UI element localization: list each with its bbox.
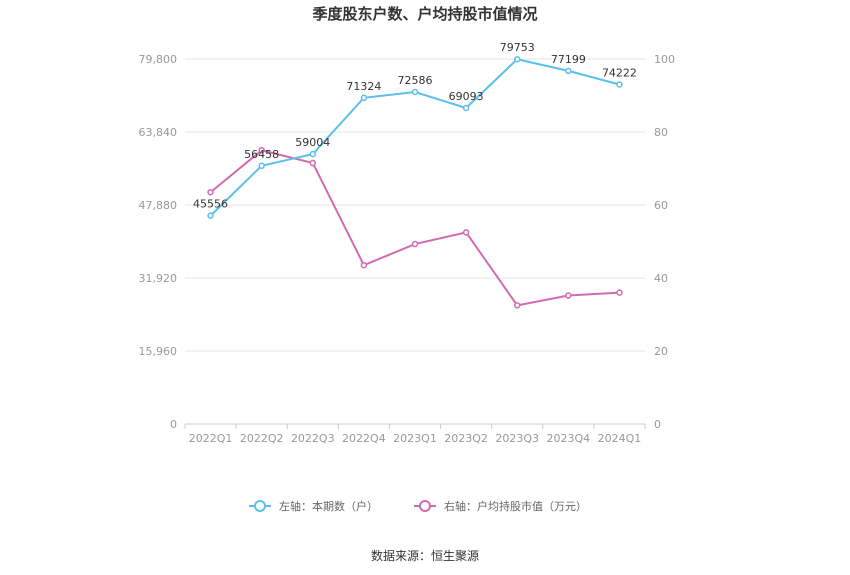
data-point-avg-value [309,159,317,167]
x-axis-tick-label: 2023Q1 [393,432,437,445]
series-line-avg-value [209,149,620,307]
legend-marker-icon [419,500,431,512]
data-point-holders [616,81,623,88]
x-axis-tick-label: 2022Q4 [342,432,386,445]
left-axis-tick-label: 47,880 [139,199,178,212]
right-axis-tick-label: 40 [654,272,668,285]
data-point-holders [462,104,470,112]
axes: 0 15,960 31,920 47,880 63,840 79,800 0 20 40 60 80… [139,53,676,445]
data-point-holders [411,88,419,96]
right-axis-tick-label: 60 [654,199,668,212]
grid-lines [185,58,645,352]
source-note: 数据来源：恒生聚源 [371,548,479,563]
data-label: 71324 [346,80,381,93]
data-point-avg-value [513,302,521,309]
right-axis-tick-label: 80 [654,126,668,139]
left-axis-tick-label: 79,800 [139,53,178,66]
data-point-holders [360,94,368,102]
left-axis-tick-label: 0 [170,418,177,431]
data-point-holders [513,55,521,63]
chart-title: 季度股东户数、户均持股市值情况 [312,5,537,23]
data-label: 79753 [500,41,535,54]
data-point-holders [207,212,214,219]
x-axis-tick-label: 2023Q4 [547,432,591,445]
data-point-avg-value [258,147,265,154]
data-label: 74222 [602,67,637,80]
data-labels: 45556 56458 59004 71324 72586 69093 79753 77199… [193,41,637,210]
x-axis-tick-label: 2022Q1 [189,432,233,445]
data-point-avg-value [360,261,368,269]
x-axis-tick-label: 2022Q2 [240,432,284,445]
series-group [207,55,623,309]
left-axis-tick-label: 31,920 [139,272,178,285]
legend: 左轴：本期数（户） 右轴：户均持股市值（万元） [249,499,587,513]
data-point-avg-value [462,229,470,236]
data-label: 72586 [398,74,433,87]
data-point-avg-value [616,289,623,296]
legend-label: 右轴：户均持股市值（万元） [444,499,587,513]
data-label: 45556 [193,198,228,211]
legend-item: 右轴：户均持股市值（万元） [414,499,587,513]
data-point-holders [258,162,265,170]
x-axis-tick-label: 2023Q3 [495,432,539,445]
right-axis-tick-label: 20 [654,345,668,358]
x-axis-tick-label: 2023Q2 [444,432,488,445]
data-label: 59004 [295,136,330,149]
left-axis-tick-label: 63,840 [139,126,178,139]
data-point-holders [565,67,572,75]
data-point-avg-value [411,240,419,248]
legend-marker-icon [254,500,266,512]
right-axis-tick-label: 0 [654,418,661,431]
data-label: 69093 [449,90,484,103]
data-point-holders [309,150,317,158]
data-point-avg-value [207,188,214,196]
legend-item: 左轴：本期数（户） [249,499,378,513]
data-label: 77199 [551,53,586,66]
data-point-avg-value [565,292,572,299]
legend-label: 左轴：本期数（户） [279,499,378,513]
data-label: 56458 [244,148,279,161]
x-axis-tick-label: 2024Q1 [598,432,642,445]
right-axis-tick-label: 100 [654,53,675,66]
x-axis-tick-label: 2022Q3 [291,432,335,445]
left-axis-tick-label: 15,960 [139,345,178,358]
